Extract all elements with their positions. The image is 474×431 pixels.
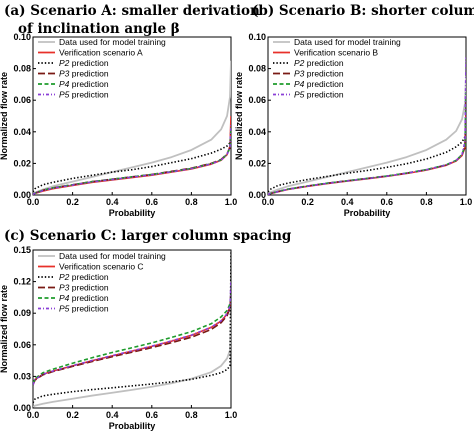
y-tick-label: 0.00 xyxy=(13,190,31,200)
x-tick-label: 0.6 xyxy=(381,197,394,207)
y-tick-label: 0.10 xyxy=(13,32,31,42)
x-tick-label: 0.8 xyxy=(185,410,198,420)
x-tick-label: 0.4 xyxy=(106,197,119,207)
y-tick-label: 0.06 xyxy=(248,95,266,105)
legend-label: P5 prediction xyxy=(59,304,109,314)
x-tick-label: 0.0 xyxy=(27,410,40,420)
series-line-1 xyxy=(268,76,466,195)
x-tick-label: 0.8 xyxy=(185,197,198,207)
y-tick-label: 0.12 xyxy=(13,277,31,287)
legend-label: Verification scenario B xyxy=(294,48,378,58)
x-tick-label: 1.0 xyxy=(460,197,473,207)
legend-label: P2 prediction xyxy=(59,272,109,282)
legend-label: P4 prediction xyxy=(59,79,109,89)
x-tick-label: 0.2 xyxy=(66,410,79,420)
y-tick-label: 0.00 xyxy=(13,403,31,413)
x-tick-label: 0.0 xyxy=(27,197,40,207)
legend-label: P5 prediction xyxy=(294,90,344,100)
legend-label: P4 prediction xyxy=(294,79,344,89)
series-line-1 xyxy=(33,318,231,408)
y-tick-label: 0.02 xyxy=(13,158,31,168)
panel-a-title-line1: (a) Scenario A: smaller derivation xyxy=(4,3,260,19)
legend-label: P2 prediction xyxy=(294,58,344,68)
legend-label: Data used for model training xyxy=(59,251,166,261)
series-line-5 xyxy=(268,92,466,195)
series-line-3 xyxy=(33,252,231,404)
panel-c-chart: (c) Scenario C: larger column spacing 0.… xyxy=(0,228,292,431)
y-tick-label: 0.03 xyxy=(13,371,31,381)
y-tick-label: 0.04 xyxy=(248,127,266,137)
series-line-2 xyxy=(268,108,466,195)
x-tick-label: 0.2 xyxy=(66,197,79,207)
x-tick-label: 0.6 xyxy=(146,197,159,207)
series-line-3 xyxy=(268,128,466,193)
series-line-5 xyxy=(33,127,231,195)
series-line-3 xyxy=(33,139,231,193)
legend-label: P3 prediction xyxy=(59,69,109,79)
panel-c-title: (c) Scenario C: larger column spacing xyxy=(4,228,292,244)
series-line-5 xyxy=(33,294,231,385)
x-tick-label: 0.6 xyxy=(146,410,159,420)
x-tick-label: 0.4 xyxy=(341,197,354,207)
legend-label: Data used for model training xyxy=(294,37,401,47)
legend-label: P3 prediction xyxy=(59,283,109,293)
legend-label: Data used for model training xyxy=(59,37,166,47)
series-line-1 xyxy=(33,60,231,195)
y-tick-label: 0.10 xyxy=(248,32,266,42)
x-tick-label: 1.0 xyxy=(225,410,238,420)
y-tick-label: 0.00 xyxy=(248,190,266,200)
legend-label: Verification scenario C xyxy=(59,262,144,272)
y-tick-label: 0.06 xyxy=(13,95,31,105)
x-tick-label: 0.0 xyxy=(262,197,275,207)
x-axis-label: Probability xyxy=(344,208,391,218)
series-line-4 xyxy=(33,297,231,386)
legend-label: P2 prediction xyxy=(59,58,109,68)
x-tick-label: 1.0 xyxy=(225,197,238,207)
legend-label: P3 prediction xyxy=(294,69,344,79)
y-tick-label: 0.15 xyxy=(13,245,31,255)
y-tick-label: 0.09 xyxy=(13,308,31,318)
panel-a-title-line2: of inclination angle β xyxy=(18,21,180,37)
y-tick-label: 0.02 xyxy=(248,158,266,168)
panel-b-chart: (b) Scenario B: shorter columns 0.0 0.2 0.… xyxy=(234,3,474,218)
legend-label: Verification scenario A xyxy=(59,48,143,58)
legend-label: P5 prediction xyxy=(59,90,109,100)
x-axis-label: Probability xyxy=(109,421,156,431)
panel-a-chart: (a) Scenario A: smaller derivation of in… xyxy=(0,3,260,218)
y-tick-label: 0.08 xyxy=(13,64,31,74)
series-line-4 xyxy=(268,100,466,195)
x-tick-label: 0.4 xyxy=(106,410,119,420)
legend-label: P4 prediction xyxy=(59,293,109,303)
x-axis-label: Probability xyxy=(109,208,156,218)
y-tick-label: 0.06 xyxy=(13,340,31,350)
series-line-6 xyxy=(33,281,231,386)
y-axis-label: Normalized flow rate xyxy=(234,72,244,160)
y-axis-label: Normalized flow rate xyxy=(0,285,9,373)
x-tick-label: 0.2 xyxy=(301,197,314,207)
y-tick-label: 0.08 xyxy=(248,64,266,74)
panel-b-title: (b) Scenario B: shorter columns xyxy=(252,3,474,19)
x-tick-label: 0.8 xyxy=(420,197,433,207)
y-tick-label: 0.04 xyxy=(13,127,31,137)
y-axis-label: Normalized flow rate xyxy=(0,72,9,160)
